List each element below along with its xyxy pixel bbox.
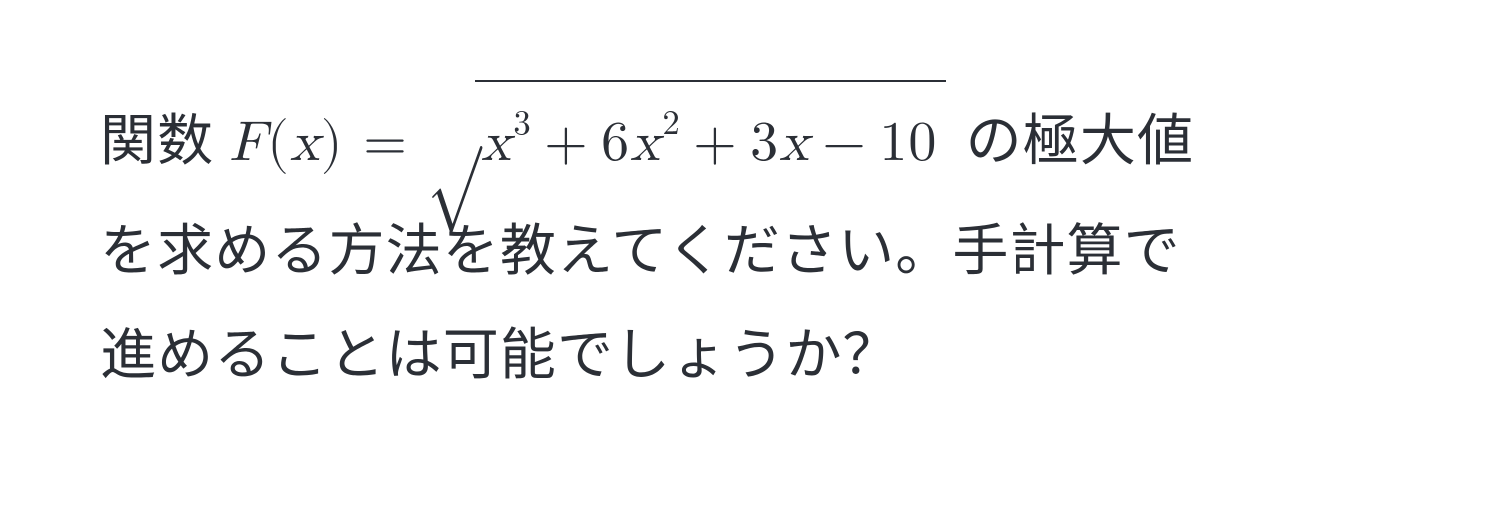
text-suffix-1: の極大値: [966, 111, 1194, 173]
t2-coef: 6: [601, 115, 630, 171]
line-2: を求める方法を教えてください。手計算で: [100, 201, 1400, 305]
line-1: 関数 F(x)=√x3+6x2+3x−10 の極大値: [100, 80, 1400, 201]
radicand: x3+6x2+3x−10: [475, 80, 946, 196]
lparen: (: [267, 115, 290, 171]
line-3: 進めることは可能でしょうか？: [100, 305, 1400, 409]
t2-var: x: [630, 115, 661, 171]
t2-exp: 2: [662, 106, 680, 141]
equals: =: [344, 115, 428, 171]
rparen: ): [321, 115, 344, 171]
t3-coef: 3: [750, 115, 779, 171]
t4: 10: [879, 115, 937, 171]
plus-2: +: [681, 115, 750, 171]
sqrt-symbol: √: [427, 44, 482, 205]
minus: −: [810, 115, 879, 171]
t1-exp: 3: [513, 106, 531, 141]
sqrt: √x3+6x2+3x−10: [427, 80, 945, 201]
t1-var: x: [481, 115, 512, 171]
math-question-block: 関数 F(x)=√x3+6x2+3x−10 の極大値 を求める方法を教えてくださ…: [0, 0, 1500, 408]
plus-1: +: [532, 115, 601, 171]
text-prefix: 関数: [100, 111, 229, 173]
func-name: F: [229, 115, 267, 171]
math-expression: F(x)=√x3+6x2+3x−10: [229, 115, 965, 171]
func-arg: x: [290, 115, 321, 171]
t3-var: x: [779, 115, 810, 171]
